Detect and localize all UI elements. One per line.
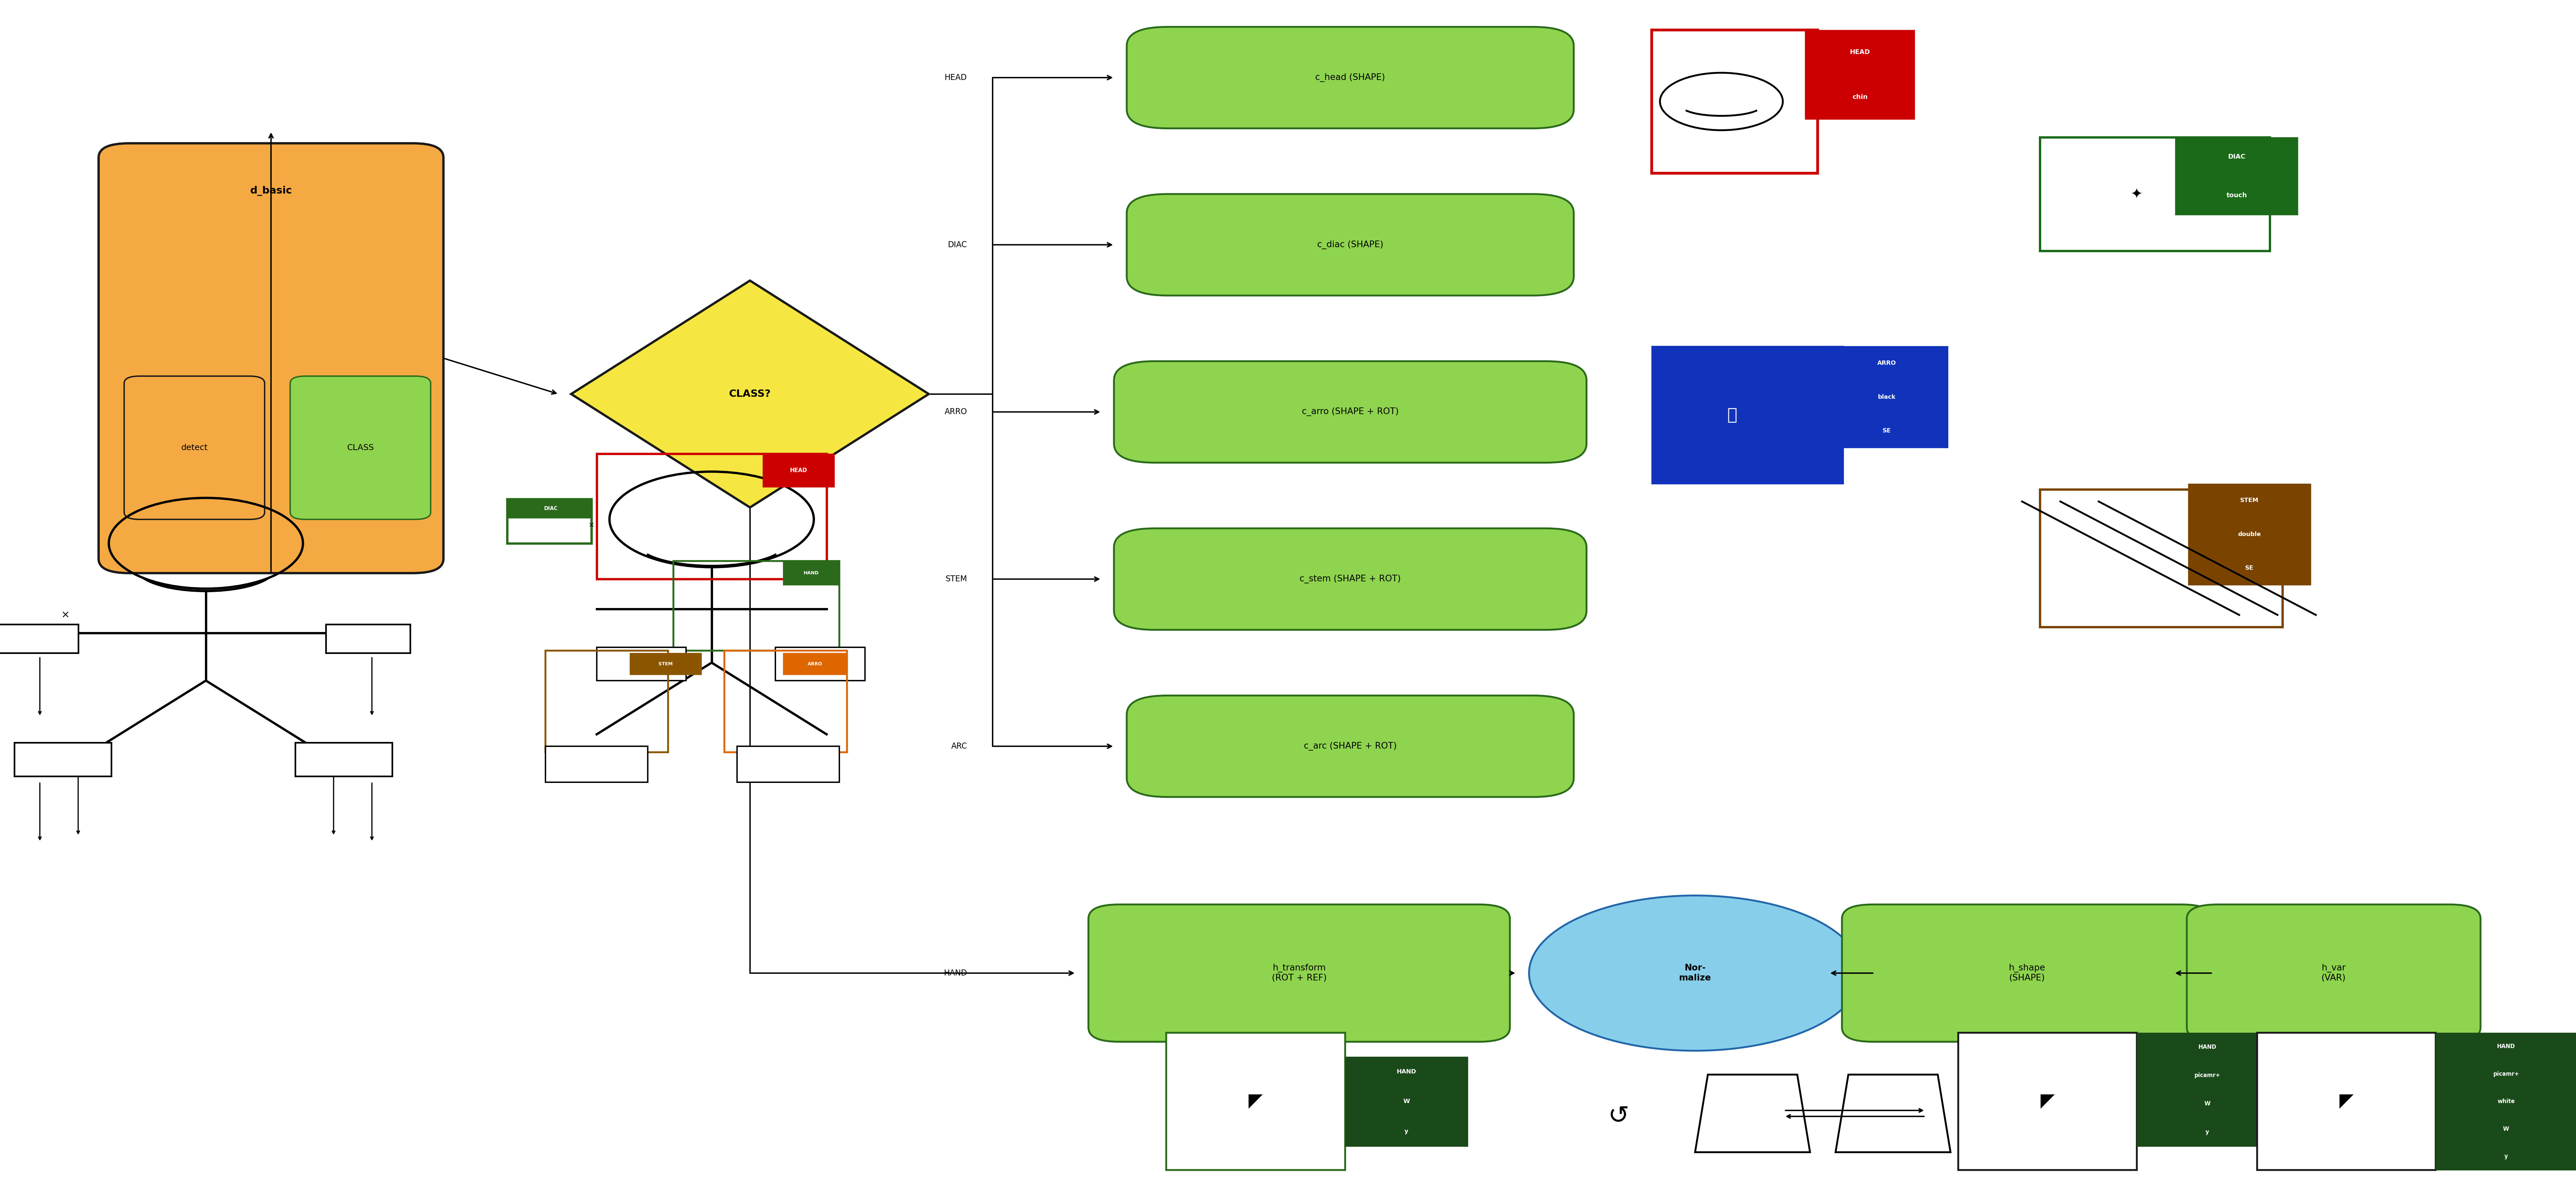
FancyBboxPatch shape (0, 624, 77, 653)
Text: STEM: STEM (659, 661, 672, 666)
Text: y: y (1404, 1128, 1409, 1134)
Text: Nor-
malize: Nor- malize (1680, 964, 1710, 983)
FancyBboxPatch shape (2187, 905, 2481, 1041)
Text: SE: SE (2244, 565, 2254, 571)
Text: c_stem (SHAPE + ROT): c_stem (SHAPE + ROT) (1298, 574, 1401, 584)
Text: d_basic: d_basic (250, 186, 291, 196)
Text: ARC: ARC (951, 743, 966, 750)
FancyBboxPatch shape (737, 746, 840, 782)
Text: c_diac (SHAPE): c_diac (SHAPE) (1316, 240, 1383, 250)
Text: c_arc (SHAPE + ROT): c_arc (SHAPE + ROT) (1303, 741, 1396, 751)
Text: ARRO: ARRO (809, 661, 822, 666)
Text: STEM: STEM (945, 576, 966, 583)
FancyBboxPatch shape (1126, 195, 1574, 296)
Text: 🤚: 🤚 (1726, 407, 1736, 423)
FancyBboxPatch shape (327, 624, 410, 653)
Text: picamr+: picamr+ (2494, 1071, 2519, 1077)
Text: CLASS: CLASS (348, 444, 374, 451)
Text: HAND: HAND (2197, 1044, 2215, 1050)
FancyBboxPatch shape (783, 561, 840, 585)
Text: y: y (2205, 1130, 2208, 1135)
FancyBboxPatch shape (2434, 1033, 2576, 1170)
FancyBboxPatch shape (629, 653, 701, 675)
FancyBboxPatch shape (1345, 1057, 1468, 1146)
FancyBboxPatch shape (1651, 30, 1819, 173)
FancyBboxPatch shape (1087, 905, 1510, 1041)
FancyBboxPatch shape (1126, 695, 1574, 798)
Text: STEM: STEM (2241, 498, 2259, 504)
Text: HEAD: HEAD (791, 467, 806, 474)
FancyBboxPatch shape (2174, 137, 2298, 215)
Text: ◤: ◤ (1249, 1093, 1262, 1110)
FancyBboxPatch shape (507, 499, 592, 518)
Text: ×: × (587, 522, 595, 529)
Text: picamr+: picamr+ (2195, 1072, 2221, 1078)
Text: ARRO: ARRO (945, 408, 966, 416)
FancyBboxPatch shape (546, 746, 647, 782)
Text: DIAC: DIAC (948, 241, 966, 248)
Text: HAND: HAND (1396, 1069, 1417, 1075)
FancyBboxPatch shape (775, 647, 866, 681)
Text: W: W (2205, 1101, 2210, 1107)
Text: double: double (2239, 531, 2262, 537)
Text: HAND: HAND (943, 970, 966, 977)
Text: black: black (1878, 394, 1896, 400)
FancyBboxPatch shape (2136, 1033, 2277, 1146)
FancyBboxPatch shape (2040, 490, 2282, 627)
Circle shape (1528, 896, 1860, 1051)
Text: h_var
(VAR): h_var (VAR) (2321, 964, 2347, 983)
Text: c_head (SHAPE): c_head (SHAPE) (1316, 73, 1386, 82)
FancyBboxPatch shape (1806, 30, 1914, 119)
FancyBboxPatch shape (598, 647, 685, 681)
Text: ◤: ◤ (2040, 1093, 2056, 1110)
Text: h_transform
(ROT + REF): h_transform (ROT + REF) (1273, 964, 1327, 983)
Polygon shape (572, 281, 927, 507)
Text: W: W (1404, 1098, 1409, 1104)
FancyBboxPatch shape (1126, 26, 1574, 128)
Text: ×: × (62, 610, 70, 620)
FancyBboxPatch shape (1826, 346, 1947, 448)
Text: HAND: HAND (2496, 1044, 2514, 1050)
FancyBboxPatch shape (2040, 137, 2269, 251)
FancyBboxPatch shape (1113, 528, 1587, 630)
Text: c_arro (SHAPE + ROT): c_arro (SHAPE + ROT) (1301, 407, 1399, 417)
Text: ◤: ◤ (2339, 1093, 2354, 1110)
Text: CLASS?: CLASS? (729, 389, 770, 399)
FancyBboxPatch shape (15, 743, 111, 776)
Text: ↺: ↺ (1607, 1104, 1628, 1128)
FancyBboxPatch shape (2257, 1033, 2434, 1170)
FancyBboxPatch shape (291, 376, 430, 519)
Text: ARRO: ARRO (1878, 361, 1896, 367)
FancyBboxPatch shape (1842, 905, 2213, 1041)
Text: touch: touch (2226, 192, 2246, 198)
Text: detect: detect (180, 444, 209, 451)
FancyBboxPatch shape (762, 454, 835, 487)
Text: y: y (2504, 1153, 2506, 1159)
Text: DIAC: DIAC (544, 506, 556, 511)
Text: HEAD: HEAD (1850, 49, 1870, 55)
FancyBboxPatch shape (1167, 1033, 1345, 1170)
FancyBboxPatch shape (296, 743, 392, 776)
FancyBboxPatch shape (1958, 1033, 2136, 1170)
FancyBboxPatch shape (783, 653, 848, 675)
Text: W: W (2504, 1126, 2509, 1132)
Text: white: white (2496, 1098, 2514, 1104)
FancyBboxPatch shape (1113, 361, 1587, 462)
Text: chin: chin (1852, 94, 1868, 100)
FancyBboxPatch shape (98, 143, 443, 573)
Text: ✦: ✦ (2130, 187, 2143, 201)
Text: HAND: HAND (804, 571, 819, 576)
Text: h_shape
(SHAPE): h_shape (SHAPE) (2009, 964, 2045, 983)
Text: DIAC: DIAC (2228, 154, 2246, 160)
Text: SE: SE (1883, 427, 1891, 433)
Text: HEAD: HEAD (945, 74, 966, 81)
FancyBboxPatch shape (2187, 484, 2311, 585)
FancyBboxPatch shape (1651, 346, 1842, 484)
FancyBboxPatch shape (124, 376, 265, 519)
